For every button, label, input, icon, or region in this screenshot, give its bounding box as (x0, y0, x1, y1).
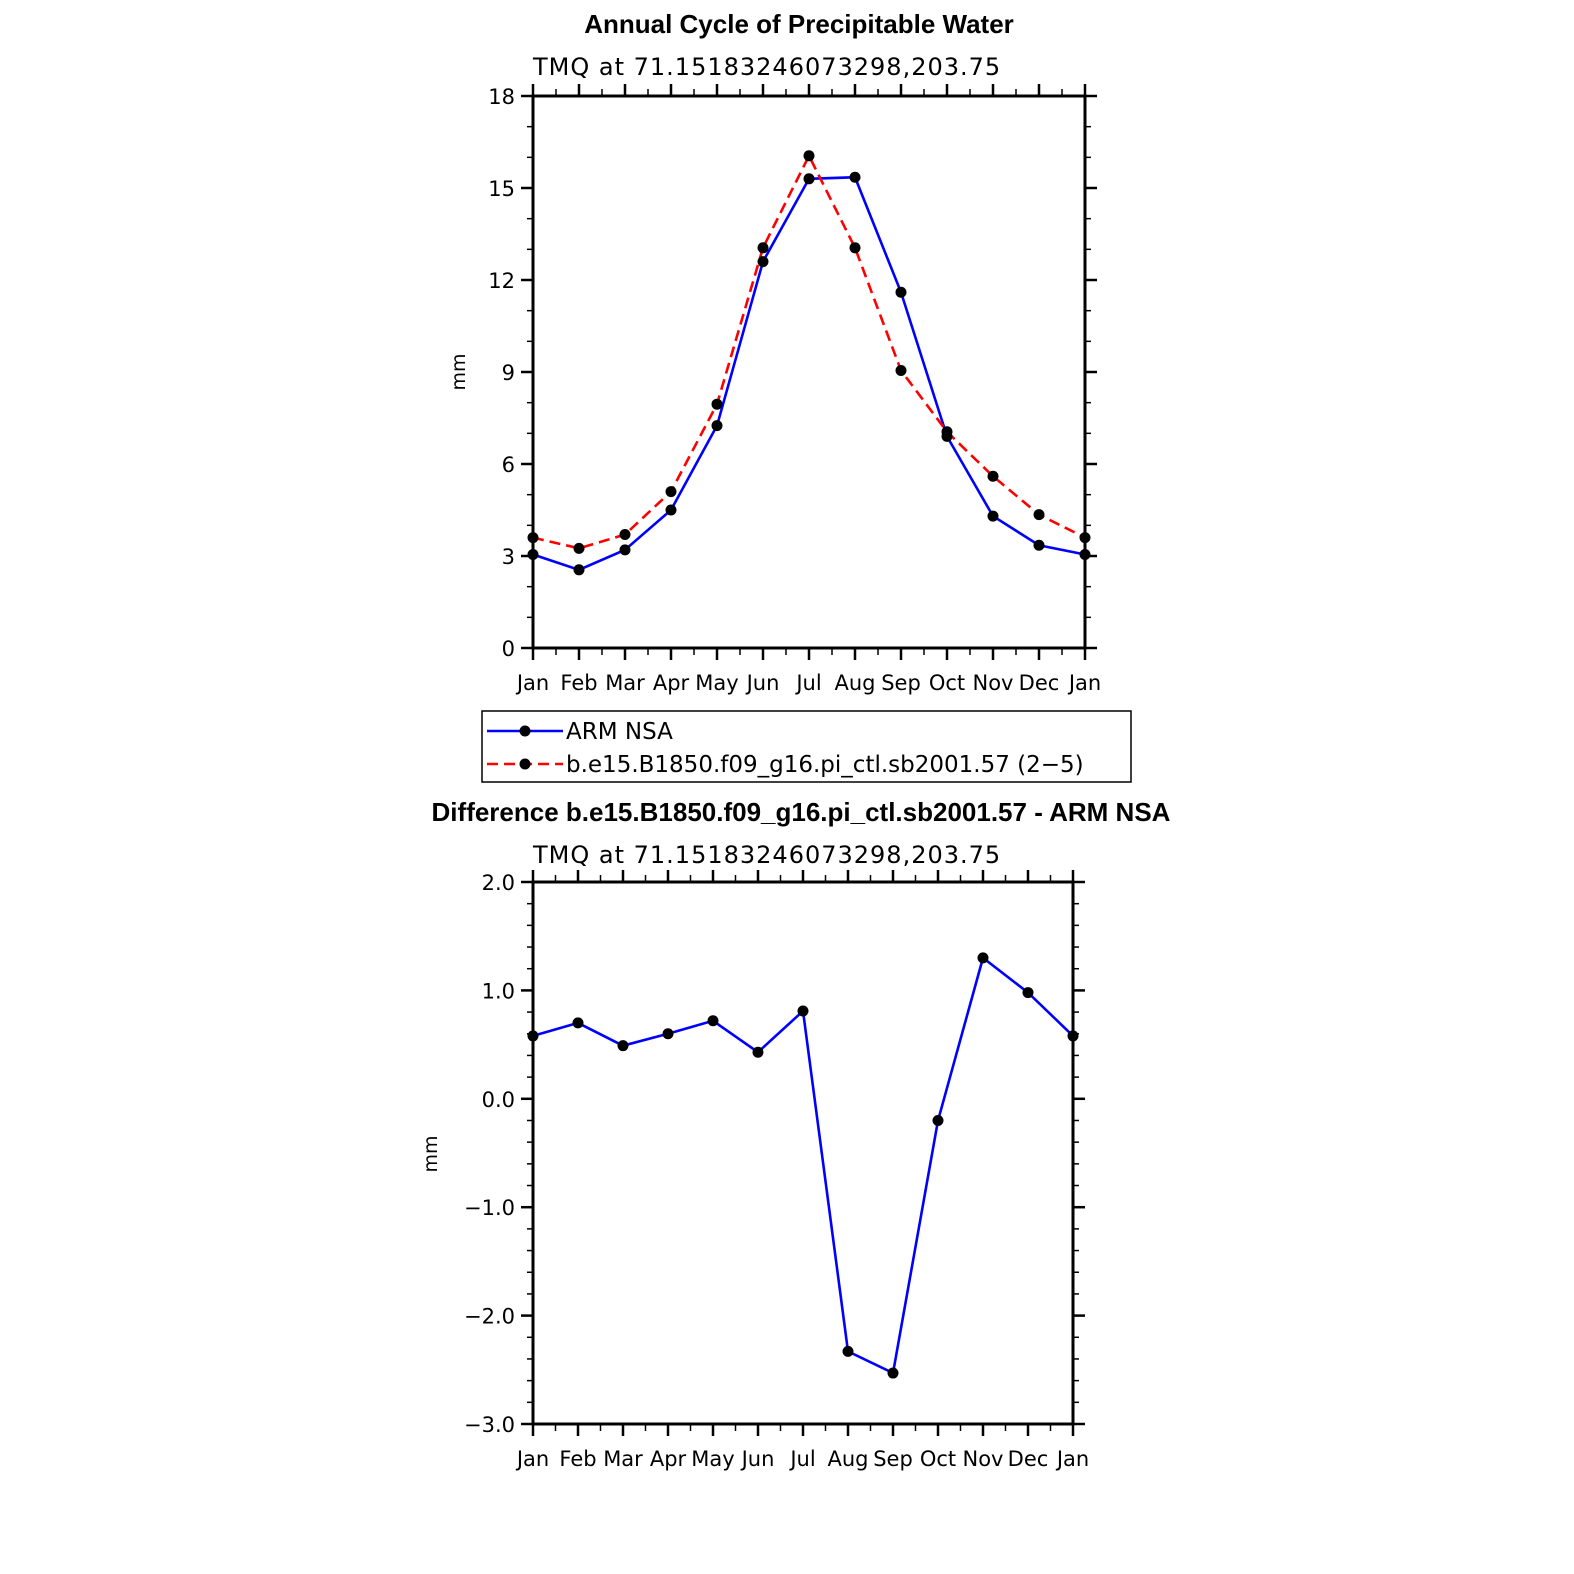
chart1-y-tick-label: 0 (502, 637, 515, 661)
chart1-series-1-point (941, 426, 953, 438)
chart1-x-tick-label: Apr (653, 671, 690, 695)
legend-box (481, 710, 1132, 783)
legend-marker-model (519, 758, 531, 770)
chart1-series-1-point (849, 242, 861, 254)
chart1-plot: Jan Feb Mar Apr May Jun Jul Aug Sep Oct Nov Dec Jan0… (488, 84, 1101, 695)
chart1-series-0-point (803, 173, 815, 185)
chart1-x-tick-label: Sep (881, 671, 921, 695)
chart1-series-1-point (711, 398, 723, 410)
chart1-series-0-point (987, 510, 999, 522)
chart1-series-0-point (757, 256, 769, 268)
chart2-series-0-point (1067, 1030, 1079, 1042)
chart2-x-tick-label: May (691, 1447, 734, 1471)
chart1-series-0-point (573, 564, 585, 576)
chart1-series-1-point (803, 150, 815, 162)
chart1-x-tick-label: Feb (560, 671, 597, 695)
chart1-series-0-point (711, 420, 723, 432)
chart2-ylabel: mm (420, 1135, 442, 1172)
chart2-y-tick-label: −2.0 (464, 1305, 515, 1329)
chart1-series-1-point (895, 364, 907, 376)
chart2-x-tick-label: Jan (1055, 1447, 1089, 1471)
chart1-series-1-point (665, 486, 677, 498)
chart2-y-tick-label: −1.0 (464, 1196, 515, 1220)
chart1-x-tick-label: Dec (1019, 671, 1060, 695)
chart2-series-0-point (707, 1015, 719, 1027)
chart2-series-0-point (527, 1030, 539, 1042)
chart1-x-tick-label: May (695, 671, 738, 695)
chart2-series-0-point (1022, 987, 1034, 999)
chart1-series-1-point (987, 470, 999, 482)
chart1-legend: ARM NSA b.e15.B1850.f09_g16.pi_ctl.sb200… (481, 710, 1132, 783)
chart2-subtitle: TMQ at 71.15183246073298,203.75 (532, 841, 1001, 869)
chart1-title: Annual Cycle of Precipitable Water (584, 9, 1014, 39)
chart1-series-1-point (757, 242, 769, 254)
chart2-x-tick-label: Mar (603, 1447, 643, 1471)
chart1-series-1-point (573, 542, 585, 554)
chart1-series-0-point (527, 548, 539, 560)
chart2-series-0-point (662, 1028, 674, 1040)
chart1-x-tick-label: Oct (929, 671, 965, 695)
chart2-title: Difference b.e15.B1850.f09_g16.pi_ctl.sb… (432, 797, 1171, 827)
chart2-y-tick-label: −3.0 (464, 1413, 515, 1437)
chart2-x-tick-label: Dec (1008, 1447, 1049, 1471)
chart1-x-tick-label: Mar (605, 671, 645, 695)
chart2-plot: Jan Feb Mar Apr May Jun Jul Aug Sep Oct Nov Dec Jan−… (464, 870, 1089, 1471)
chart1-y-tick-label: 18 (488, 85, 515, 109)
chart2-x-tick-label: Nov (963, 1447, 1004, 1471)
legend-label-model: b.e15.B1850.f09_g16.pi_ctl.sb2001.57 (2−… (566, 752, 1084, 778)
chart1-y-tick-label: 12 (488, 269, 515, 293)
legend-marker-arm-nsa (519, 725, 531, 737)
chart1-series-1-point (527, 532, 539, 544)
chart2-series-0-point (977, 952, 989, 964)
chart2-x-tick-label: Jan (515, 1447, 549, 1471)
chart2-y-tick-label: 1.0 (482, 979, 515, 1003)
chart2-x-tick-label: Jul (788, 1447, 815, 1471)
chart1-series-0-point (1033, 539, 1045, 551)
chart2-x-tick-label: Sep (873, 1447, 913, 1471)
chart1-y-tick-label: 15 (488, 177, 515, 201)
legend-label-arm-nsa: ARM NSA (566, 719, 673, 745)
chart1-series-0-point (665, 504, 677, 516)
chart1-y-tick-label: 6 (502, 453, 515, 477)
chart1-x-tick-label: Jan (515, 671, 549, 695)
chart2-series-0-line (532, 955, 1074, 1375)
chart1-series-0-point (849, 171, 861, 183)
chart1-x-tick-label: Jul (794, 671, 821, 695)
chart1-subtitle: TMQ at 71.15183246073298,203.75 (532, 53, 1001, 81)
chart2-y-tick-label: 2.0 (482, 871, 515, 895)
chart1-series-1-line (532, 152, 1086, 550)
chart1-ylabel: mm (448, 353, 470, 390)
chart1-x-tick-label: Jan (1067, 671, 1101, 695)
chart1-y-tick-label: 3 (502, 545, 515, 569)
chart2-x-tick-label: Jun (740, 1447, 775, 1471)
chart2-series-0-point (887, 1367, 899, 1379)
chart1-series-0-point (895, 286, 907, 298)
chart1-series-1-point (1033, 509, 1045, 521)
chart2-series-0-point (752, 1046, 764, 1058)
chart1-y-tick-label: 9 (502, 361, 515, 385)
chart1-series-1-point (619, 529, 631, 541)
chart2-series-0-point (797, 1005, 809, 1017)
chart2-x-tick-label: Oct (920, 1447, 956, 1471)
chart1-x-tick-label: Jun (745, 671, 780, 695)
chart1-series-0-line (532, 175, 1086, 572)
chart2-x-tick-label: Aug (827, 1447, 868, 1471)
chart1-x-tick-label: Aug (834, 671, 875, 695)
chart1-series-0-point (1079, 548, 1091, 560)
chart1-series-1-point (1079, 532, 1091, 544)
chart2-x-tick-label: Feb (559, 1447, 596, 1471)
chart2-y-tick-label: 0.0 (482, 1088, 515, 1112)
chart2-series-0-point (842, 1345, 854, 1357)
chart2-series-0-point (617, 1040, 629, 1052)
chart2-x-tick-label: Apr (650, 1447, 687, 1471)
chart1-x-tick-label: Nov (973, 671, 1014, 695)
chart2-series-0-point (932, 1114, 944, 1126)
chart1-series-0-point (619, 544, 631, 556)
chart2-series-0-point (572, 1017, 584, 1029)
